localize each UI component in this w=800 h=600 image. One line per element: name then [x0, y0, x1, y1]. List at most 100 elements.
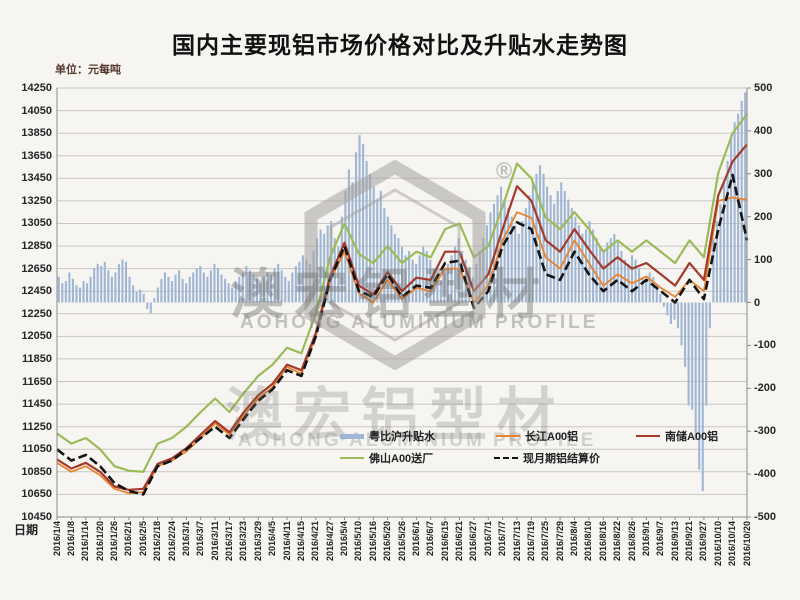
- x-axis-tick: 2016/7/13: [511, 521, 522, 562]
- left-axis-tick: 12250: [21, 307, 52, 320]
- left-axis-tick: 12050: [21, 330, 52, 343]
- x-axis-tick: 2016/3/17: [224, 521, 234, 562]
- legend-item-futures: 现月期铝结算价: [494, 450, 600, 466]
- watermark-text-cn-lower: 澳宏铝型材: [225, 383, 566, 448]
- left-axis-tick: 12850: [21, 240, 52, 253]
- x-axis-tick: 2016/5/4: [339, 521, 349, 557]
- legend-line-swatch: [340, 457, 364, 459]
- x-axis-tick: 2016/5/20: [382, 521, 393, 562]
- x-axis-tick: 2016/6/27: [468, 521, 479, 562]
- legend-label: 佛山A00送厂: [369, 453, 434, 465]
- x-axis-tick: 2016/4/27: [324, 521, 335, 562]
- watermark-hexagon-logo: [304, 160, 486, 370]
- x-axis-tick: 2016/3/23: [238, 521, 249, 562]
- right-axis-tick: -500: [754, 511, 777, 523]
- x-axis-tick: 2016/6/15: [439, 521, 450, 562]
- right-axis-tick: 0: [754, 296, 761, 309]
- left-axis-tick: 11450: [22, 398, 52, 411]
- x-axis-tick: 2016/10/10: [712, 521, 723, 567]
- left-axis-tick: 10850: [21, 465, 52, 478]
- legend-item-premium: 粤比沪升贴水: [340, 428, 435, 444]
- x-axis-tick: 2016/1/20: [94, 521, 105, 562]
- x-axis-tick: 2016/3/1: [180, 521, 191, 557]
- legend-line-swatch: [636, 435, 660, 437]
- x-axis-tick: 2016/2/1: [123, 521, 134, 557]
- legend-label: 南储A00铝: [665, 431, 719, 443]
- x-axis-tick: 2016/1/14: [80, 521, 91, 562]
- x-axis-tick: 2016/7/29: [554, 521, 565, 562]
- x-axis-tick: 2016/4/11: [281, 521, 292, 561]
- legend-label: 粤比沪升贴水: [369, 431, 435, 443]
- x-axis-tick: 2016/9/21: [684, 521, 694, 562]
- right-axis-tick: 500: [754, 82, 773, 94]
- x-axis-tick: 2016/5/26: [396, 521, 407, 562]
- right-axis-tick: -200: [754, 382, 777, 395]
- x-axis-tick: 2016/2/5: [137, 521, 148, 557]
- x-axis-tick: 2016/1/8: [65, 521, 76, 557]
- x-axis-tick: 2016/4/21: [310, 521, 321, 562]
- left-axis-tick: 10650: [21, 488, 52, 501]
- left-axis-tick: 13450: [21, 172, 52, 185]
- x-axis-tick: 2016/9/27: [698, 521, 709, 562]
- x-axis-tick: 2016/7/7: [497, 521, 508, 557]
- left-axis-tick: 11050: [22, 443, 52, 456]
- x-axis-tick: 2016/7/19: [525, 521, 536, 562]
- unit-label: 单位：元每吨: [55, 64, 121, 76]
- x-axis-title: 日期: [14, 523, 39, 537]
- x-axis-tick: 2016/8/10: [583, 521, 594, 562]
- left-axis-tick: 13650: [21, 149, 52, 162]
- x-axis-tick: 2016/9/1: [640, 521, 651, 557]
- right-axis-tick: 400: [754, 124, 773, 137]
- registered-trademark-icon: ®: [496, 158, 513, 183]
- legend-line-swatch: [496, 435, 520, 437]
- left-axis-tick: 12450: [21, 285, 52, 298]
- legend-dashed-swatch: [494, 457, 518, 459]
- right-axis-tick: 200: [754, 210, 773, 223]
- legend-label: 现月期铝结算价: [523, 453, 600, 465]
- chart-canvas: [56, 87, 751, 520]
- chart-title: 国内主要现铝市场价格对比及升贴水走势图: [172, 32, 628, 58]
- x-axis-tick: 2016/6/21: [454, 521, 464, 562]
- x-axis-tick: 2016/5/16: [367, 521, 378, 562]
- legend-bar-swatch: [340, 433, 364, 439]
- x-axis-tick: 2016/1/4: [51, 521, 62, 557]
- x-axis-tick: 2016/10/14: [727, 521, 738, 567]
- x-axis-tick: 2016/5/10: [353, 521, 364, 562]
- x-axis-tick: 2016/6/1: [410, 521, 421, 557]
- right-axis-tick: -400: [754, 468, 777, 481]
- x-axis-tick: 2016/3/11: [209, 521, 220, 561]
- legend-item-foshan: 佛山A00送厂: [340, 450, 433, 466]
- plot-area: [56, 87, 751, 520]
- left-axis-tick: 11250: [22, 420, 52, 433]
- left-axis-tick: 14250: [21, 82, 52, 94]
- x-axis-tick: 2016/3/7: [195, 521, 206, 557]
- watermark-text-cn-upper: 澳宏铝型材: [230, 265, 550, 325]
- x-axis-tick: 2016/4/5: [267, 521, 278, 557]
- left-axis-tick: 13250: [21, 194, 52, 207]
- right-axis-tick: 100: [754, 253, 773, 266]
- x-axis-tick: 2016/3/29: [252, 521, 263, 562]
- right-axis-tick: 300: [754, 167, 773, 180]
- x-axis-tick: 2016/2/18: [152, 521, 163, 562]
- watermark-text-en-upper: AOHONG ALUMINIUM PROFILE: [240, 312, 599, 333]
- right-axis-tick: -100: [754, 339, 777, 352]
- x-axis-tick: 2016/1/26: [109, 521, 119, 562]
- left-axis-tick: 13850: [21, 127, 52, 140]
- x-axis-tick: 2016/9/7: [655, 521, 666, 557]
- x-axis-tick: 2016/8/16: [597, 521, 608, 562]
- right-axis-tick: -300: [754, 425, 777, 438]
- left-axis-tick: 11650: [22, 375, 52, 388]
- x-axis-tick: 2016/7/25: [540, 521, 551, 562]
- x-axis-tick: 2016/4/15: [295, 521, 306, 562]
- left-axis-tick: 10450: [21, 511, 52, 523]
- left-axis-tick: 11850: [22, 352, 52, 365]
- legend-item-changjiang: 长江A00铝: [496, 428, 578, 444]
- x-axis-tick: 2016/8/4: [569, 521, 579, 557]
- left-axis-tick: 14050: [21, 104, 52, 117]
- x-axis-tick: 2016/8/26: [626, 521, 637, 562]
- x-axis-tick: 2016/6/7: [425, 521, 436, 557]
- x-axis-tick: 2016/9/13: [669, 521, 680, 562]
- x-axis-tick: 2016/7/1: [482, 521, 493, 557]
- x-axis-tick: 2016/8/22: [612, 521, 623, 562]
